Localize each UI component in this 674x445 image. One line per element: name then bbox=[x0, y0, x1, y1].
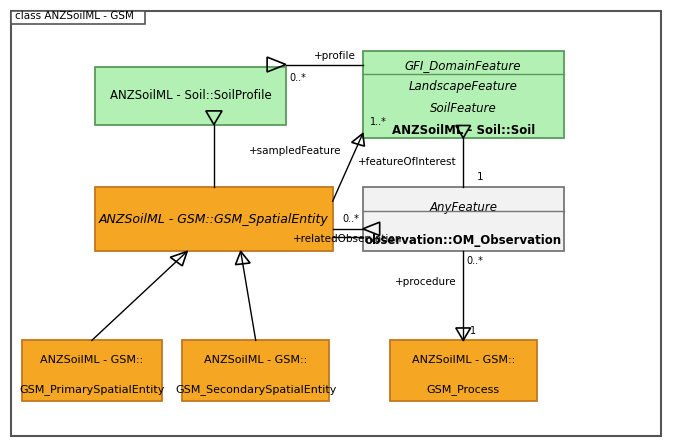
Text: +featureOfInterest: +featureOfInterest bbox=[358, 158, 456, 167]
FancyBboxPatch shape bbox=[95, 187, 333, 251]
Text: ANZSoilML - GSM::: ANZSoilML - GSM:: bbox=[40, 355, 144, 365]
FancyBboxPatch shape bbox=[182, 340, 330, 400]
Text: 0..*: 0..* bbox=[289, 73, 306, 83]
FancyBboxPatch shape bbox=[22, 340, 162, 400]
Text: class ANZSoilML - GSM: class ANZSoilML - GSM bbox=[16, 12, 134, 21]
Text: ANZSoilML - Soil::Soil: ANZSoilML - Soil::Soil bbox=[392, 124, 535, 137]
Text: 0..*: 0..* bbox=[466, 256, 483, 266]
Text: GFI_DomainFeature: GFI_DomainFeature bbox=[405, 59, 522, 72]
Text: observation::OM_Observation: observation::OM_Observation bbox=[365, 234, 561, 247]
Text: AnyFeature: AnyFeature bbox=[429, 202, 497, 214]
FancyBboxPatch shape bbox=[390, 340, 537, 400]
Text: LandscapeFeature: LandscapeFeature bbox=[408, 81, 518, 93]
Text: +relatedObservation: +relatedObservation bbox=[293, 234, 402, 244]
FancyBboxPatch shape bbox=[11, 11, 661, 436]
Text: GSM_SecondarySpatialEntity: GSM_SecondarySpatialEntity bbox=[175, 384, 336, 396]
Text: 1: 1 bbox=[470, 326, 476, 336]
Text: ANZSoilML - Soil::SoilProfile: ANZSoilML - Soil::SoilProfile bbox=[110, 89, 272, 102]
FancyBboxPatch shape bbox=[11, 11, 146, 24]
FancyBboxPatch shape bbox=[363, 187, 563, 251]
Text: +sampledFeature: +sampledFeature bbox=[249, 146, 341, 156]
Text: 1: 1 bbox=[477, 173, 483, 182]
Text: SoilFeature: SoilFeature bbox=[430, 102, 497, 115]
Text: ANZSoilML - GSM::GSM_SpatialEntity: ANZSoilML - GSM::GSM_SpatialEntity bbox=[99, 213, 329, 226]
Text: +procedure: +procedure bbox=[395, 277, 456, 287]
Text: 0..*: 0..* bbox=[342, 214, 359, 223]
Text: ANZSoilML - GSM::: ANZSoilML - GSM:: bbox=[204, 355, 307, 365]
Text: GSM_PrimarySpatialEntity: GSM_PrimarySpatialEntity bbox=[19, 384, 164, 396]
Text: +profile: +profile bbox=[314, 51, 356, 61]
Text: ANZSoilML - GSM::: ANZSoilML - GSM:: bbox=[412, 355, 515, 365]
FancyBboxPatch shape bbox=[363, 51, 563, 138]
Text: 1..*: 1..* bbox=[369, 117, 386, 127]
Text: GSM_Process: GSM_Process bbox=[427, 384, 499, 396]
FancyBboxPatch shape bbox=[95, 67, 286, 125]
